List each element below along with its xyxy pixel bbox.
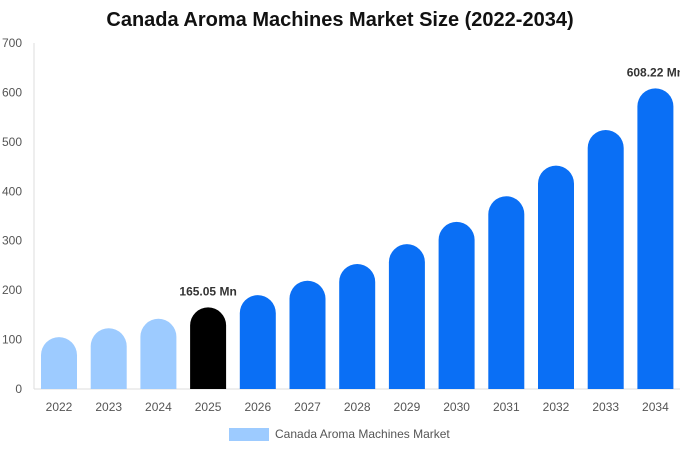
y-tick-label: 100 <box>2 333 22 347</box>
legend[interactable]: Canada Aroma Machines Market <box>229 426 450 442</box>
bar-2029 <box>388 244 425 389</box>
bar-2026 <box>239 295 276 389</box>
bar-2024 <box>140 318 177 389</box>
bar-2032 <box>538 165 574 389</box>
data-label: 165.05 Mn <box>179 284 236 298</box>
x-tick-label: 2033 <box>592 400 619 414</box>
bar-2033 <box>587 129 624 389</box>
x-tick-label: 2027 <box>294 400 321 414</box>
bar-2023 <box>90 328 127 389</box>
legend-label: Canada Aroma Machines Market <box>275 427 450 441</box>
bar-2027 <box>289 280 326 389</box>
x-tick-label: 2034 <box>642 400 669 414</box>
x-tick-label: 2030 <box>443 400 470 414</box>
y-tick-label: 300 <box>2 234 22 248</box>
x-tick-label: 2024 <box>145 400 172 414</box>
bar-2030 <box>438 221 475 389</box>
x-tick-label: 2022 <box>46 400 73 414</box>
bar-2031 <box>488 196 525 389</box>
y-tick-label: 200 <box>2 283 22 297</box>
legend-swatch <box>229 427 269 441</box>
bar-2022 <box>41 337 77 389</box>
chart-title: Canada Aroma Machines Market Size (2022-… <box>106 9 574 31</box>
x-tick-label: 2025 <box>195 400 222 414</box>
x-tick-label: 2023 <box>95 400 122 414</box>
x-tick-label: 2026 <box>244 400 271 414</box>
y-tick-label: 700 <box>2 36 22 50</box>
x-tick-label: 2028 <box>344 400 371 414</box>
y-tick-label: 0 <box>15 382 22 396</box>
bar-2028 <box>339 263 376 389</box>
x-tick-label: 2032 <box>543 400 570 414</box>
y-tick-label: 600 <box>2 85 22 99</box>
x-tick-label: 2031 <box>493 400 520 414</box>
y-tick-label: 400 <box>2 184 22 198</box>
x-tick-label: 2029 <box>394 400 421 414</box>
y-tick-label: 500 <box>2 135 22 149</box>
data-label: 608.22 Mn <box>627 65 680 79</box>
bar-2034 <box>637 88 674 389</box>
bar-2025 <box>190 307 227 389</box>
